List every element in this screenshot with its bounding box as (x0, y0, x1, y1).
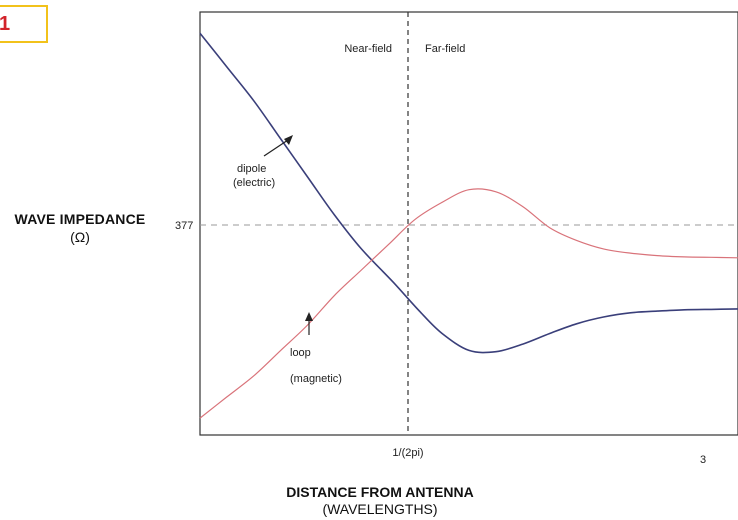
loop-sublabel: (magnetic) (290, 373, 342, 385)
loop-arrowhead (305, 312, 313, 321)
dipole-sublabel: (electric) (233, 177, 275, 189)
loop-label: loop (290, 347, 311, 359)
dipole-arrowhead (284, 135, 293, 145)
far-field-label: Far-field (425, 43, 465, 55)
figure-number: 1 (0, 13, 11, 35)
x-axis-title: DISTANCE FROM ANTENNA (286, 484, 474, 500)
dipole-series-line (199, 32, 738, 354)
loop-series-line (199, 188, 738, 419)
x-tick-3: 3 (700, 454, 706, 466)
near-field-label: Near-field (344, 43, 392, 55)
x-axis-unit: (WAVELENGTHS) (322, 501, 438, 517)
y-tick-377: 377 (175, 220, 193, 232)
series-layer (199, 32, 738, 419)
x-tick-1-over-2pi: 1/(2pi) (392, 447, 423, 459)
y-axis-title: WAVE IMPEDANCE (14, 211, 146, 227)
y-axis-unit: (Ω) (70, 229, 90, 245)
figure-number-badge: 1 (0, 5, 48, 43)
x-axis-label: DISTANCE FROM ANTENNA (WAVELENGTHS) (260, 484, 500, 518)
loop-annotation: loop (magnetic) (290, 312, 342, 385)
plot-frame (199, 11, 738, 436)
dipole-label: dipole (237, 163, 266, 175)
dipole-annotation: dipole (electric) (233, 135, 293, 189)
y-axis-label: WAVE IMPEDANCE (Ω) (0, 210, 160, 246)
